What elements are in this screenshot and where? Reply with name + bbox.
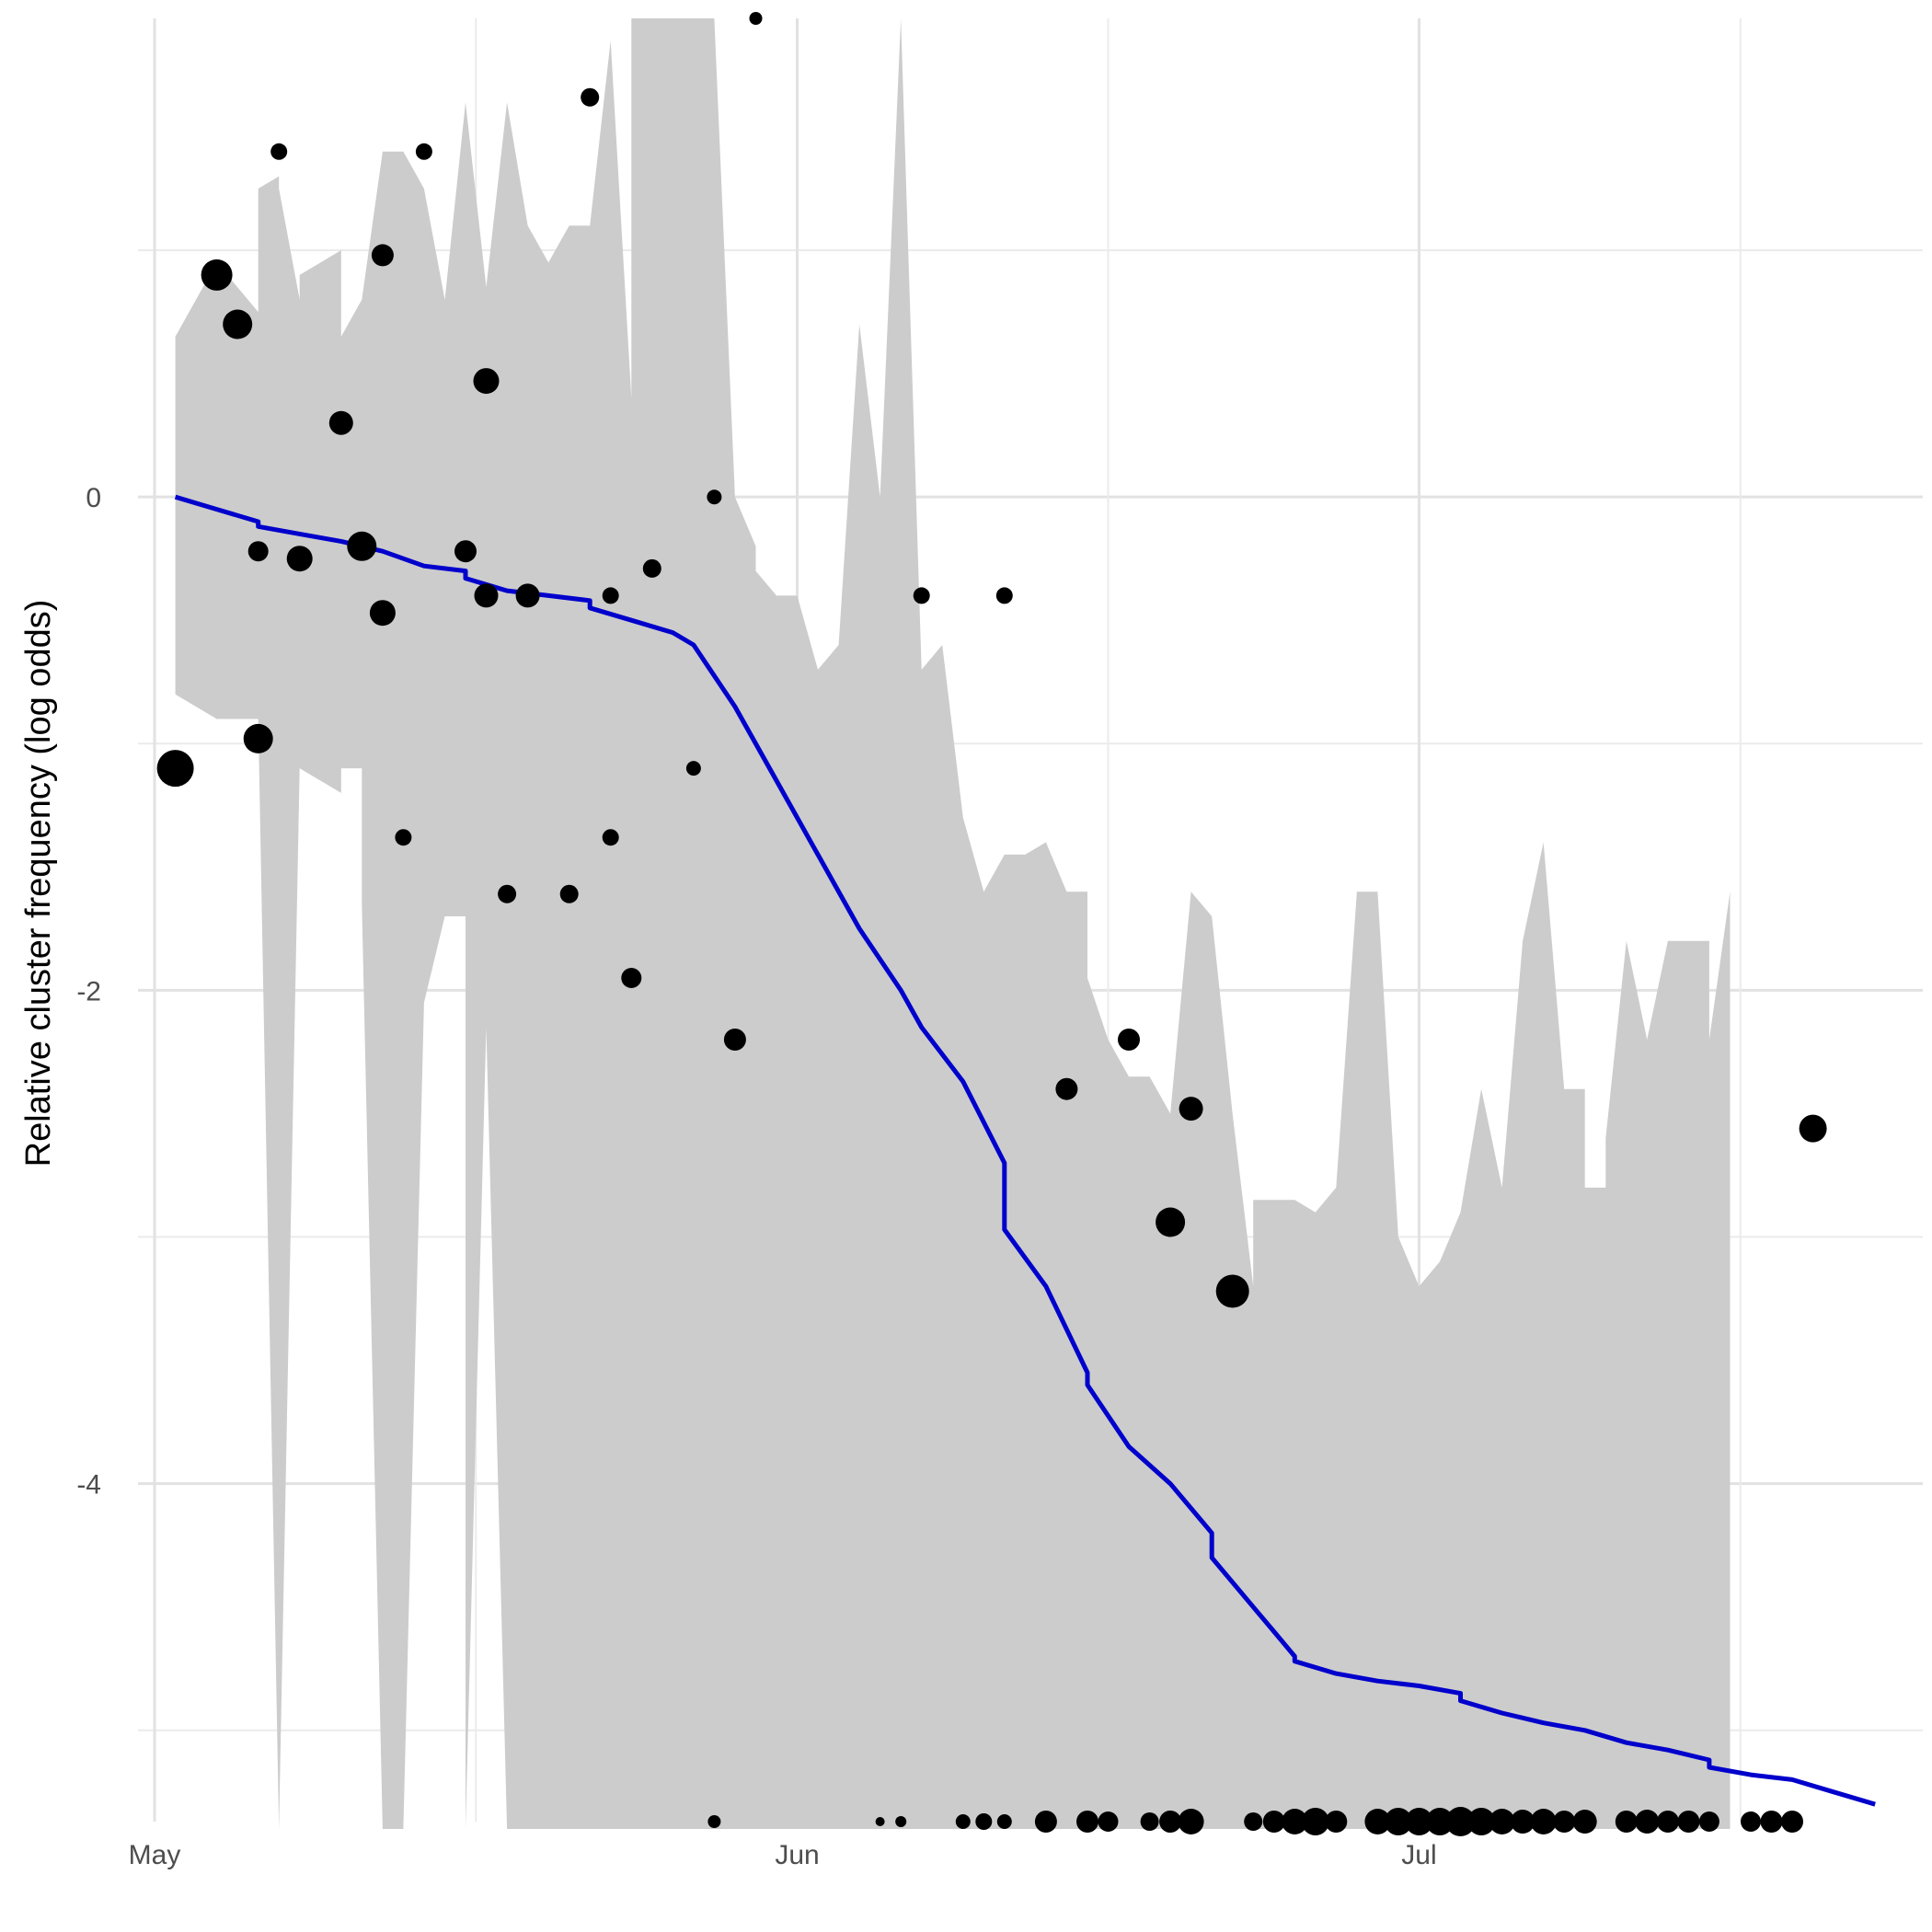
zero-count-point: [1098, 1811, 1119, 1832]
zero-count-point: [1698, 1811, 1719, 1832]
zero-count-point: [1467, 1808, 1496, 1835]
data-point: [369, 600, 396, 627]
zero-count-point: [1159, 1811, 1182, 1833]
data-point: [286, 546, 313, 572]
y-tick-label: -2: [76, 976, 101, 1006]
data-point: [498, 884, 517, 903]
y-tick-label: 0: [86, 483, 101, 513]
data-point: [707, 489, 722, 505]
zero-count-point: [1364, 1809, 1391, 1834]
data-point: [201, 259, 233, 291]
zero-count-point: [1076, 1811, 1098, 1833]
data-point: [328, 410, 353, 435]
data-point: [1215, 1274, 1249, 1308]
zero-count-point: [875, 1817, 885, 1826]
trend-line-group: [174, 494, 1876, 1807]
data-points: [156, 12, 1827, 1836]
data-point: [913, 587, 930, 604]
x-tick-label: May: [129, 1840, 181, 1870]
zero-count-point: [707, 1815, 721, 1828]
zero-count-point: [1140, 1812, 1159, 1831]
zero-count-point: [1781, 1811, 1803, 1833]
zero-count-point: [1635, 1810, 1660, 1834]
zero-count-point: [1553, 1811, 1576, 1833]
zero-count-point: [955, 1814, 971, 1829]
confidence-band-area: [175, 18, 1731, 1829]
data-point: [621, 968, 642, 988]
zero-count-point: [1301, 1808, 1329, 1835]
zero-count-point: [1760, 1811, 1783, 1833]
zero-count-point: [1244, 1812, 1263, 1831]
data-point: [685, 761, 701, 776]
axis-ticks: -4 -2 0 May Jun Jul: [76, 483, 1436, 1870]
data-point: [602, 587, 619, 604]
data-point: [1156, 1207, 1186, 1237]
data-point: [642, 558, 661, 578]
data-point: [1055, 1077, 1078, 1100]
zero-count-point: [1262, 1811, 1285, 1833]
zero-count-point: [1282, 1809, 1308, 1834]
data-point: [156, 750, 194, 788]
zero-count-point: [1511, 1810, 1535, 1834]
data-point: [515, 583, 540, 608]
data-point: [581, 87, 600, 107]
zero-count-point: [975, 1813, 993, 1830]
data-point: [415, 143, 432, 160]
data-point: [223, 309, 253, 339]
trend-line: [174, 494, 1876, 1807]
data-point: [1179, 1097, 1203, 1121]
data-point: [454, 540, 477, 563]
zero-count-point: [1656, 1811, 1679, 1833]
zero-count-point: [1325, 1811, 1348, 1833]
x-tick-label: Jun: [775, 1840, 819, 1870]
zero-count-point: [1405, 1808, 1433, 1835]
data-point: [474, 583, 499, 608]
data-point: [749, 12, 763, 25]
zero-count-point: [1677, 1811, 1700, 1833]
y-axis-title: Relative cluster frequency (log odds): [19, 600, 58, 1167]
zero-count-point: [1615, 1811, 1638, 1833]
data-point: [1118, 1029, 1140, 1051]
confidence-band: [175, 18, 1731, 1829]
zero-count-point: [1741, 1811, 1761, 1832]
data-point: [559, 884, 579, 903]
data-point: [1799, 1114, 1827, 1143]
data-point: [243, 723, 273, 753]
data-point: [995, 587, 1013, 604]
data-point: [247, 541, 269, 562]
data-point: [602, 829, 619, 846]
zero-count-point: [895, 1816, 907, 1827]
data-point: [270, 143, 288, 160]
zero-count-point: [1426, 1808, 1454, 1835]
data-point: [347, 531, 377, 561]
data-point: [371, 244, 394, 267]
data-point: [473, 368, 500, 395]
zero-count-point: [1489, 1809, 1515, 1834]
x-tick-label: Jul: [1401, 1840, 1436, 1870]
zero-count-point: [1572, 1810, 1597, 1834]
y-tick-label: -4: [76, 1470, 101, 1501]
zero-count-point: [1384, 1808, 1412, 1835]
data-point: [395, 829, 412, 846]
zero-count-point: [1178, 1809, 1204, 1834]
zero-count-point: [996, 1814, 1012, 1829]
zero-count-point: [1445, 1807, 1476, 1836]
data-point: [723, 1029, 746, 1051]
zero-count-point: [1530, 1809, 1557, 1834]
zero-count-point: [1034, 1811, 1057, 1833]
